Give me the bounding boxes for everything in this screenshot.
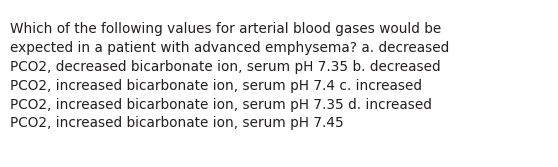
Text: Which of the following values for arterial blood gases would be
expected in a pa: Which of the following values for arteri…	[10, 22, 449, 130]
